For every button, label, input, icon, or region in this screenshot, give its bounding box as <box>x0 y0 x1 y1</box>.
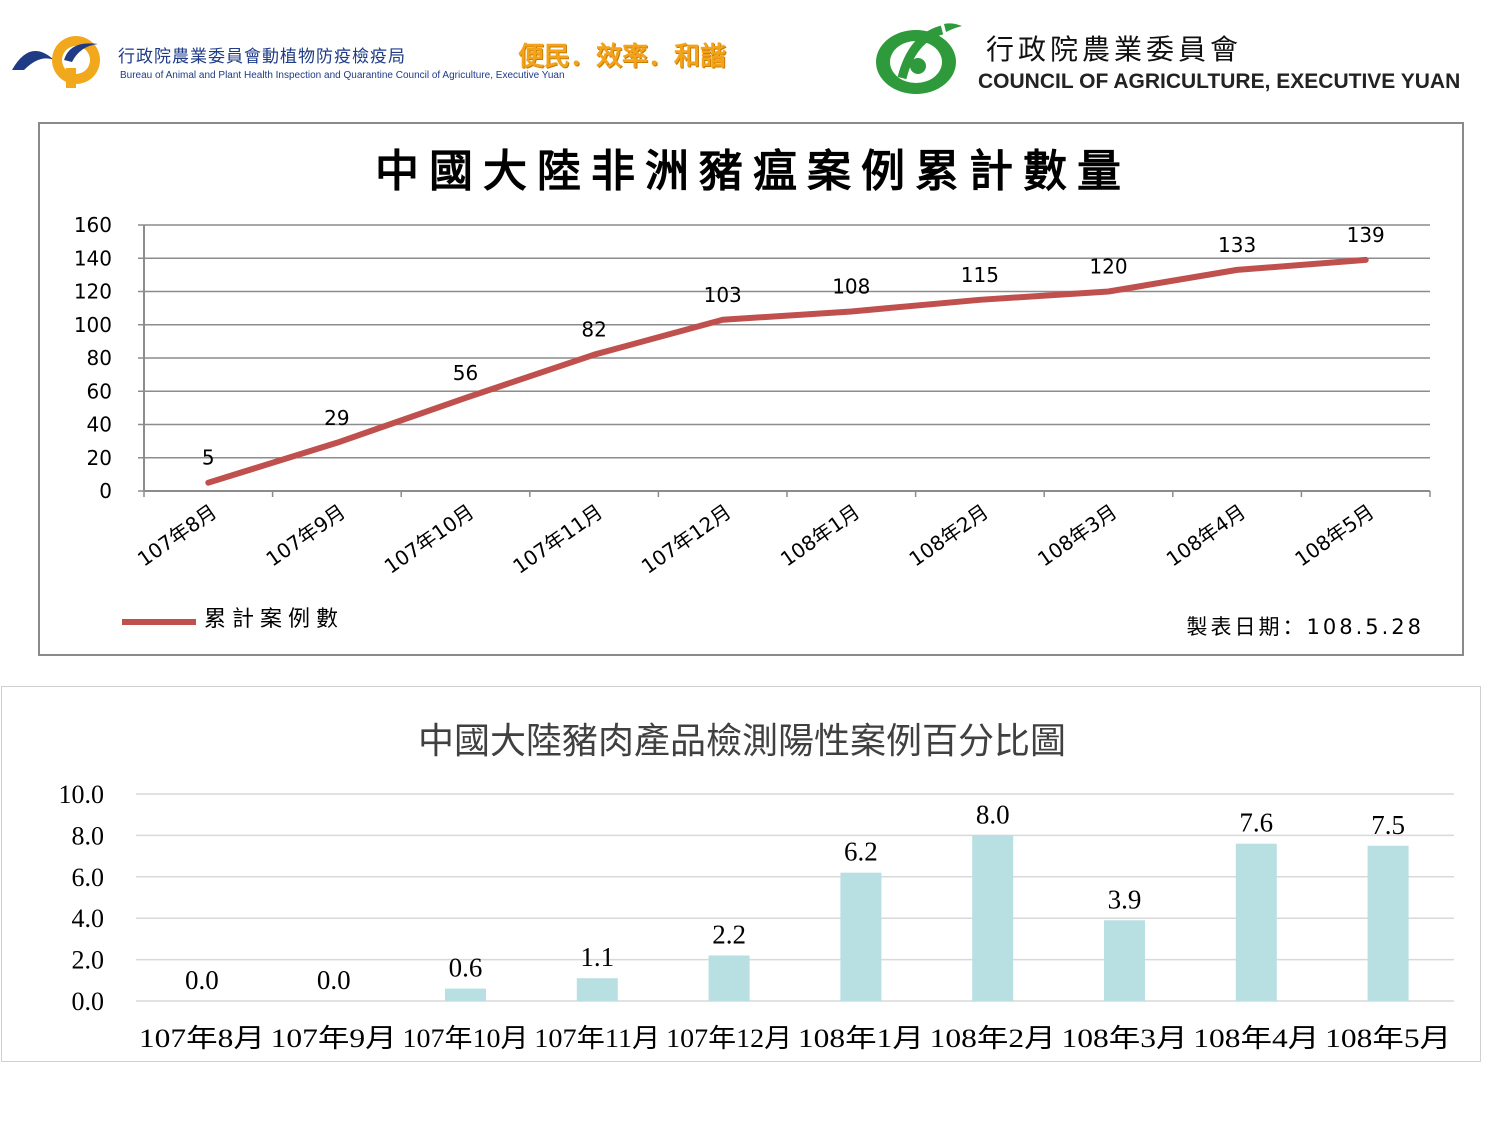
y-tick-label: 2.0 <box>72 946 105 975</box>
data-label: 139 <box>1347 223 1385 247</box>
x-tick-label: 108年4月 <box>1193 1024 1319 1053</box>
x-tick-label: 108年4月 <box>1162 499 1250 571</box>
x-tick-label: 108年5月 <box>1325 1024 1451 1053</box>
x-tick-label: 108年3月 <box>1062 1024 1188 1053</box>
y-tick-label: 10.0 <box>59 780 105 809</box>
x-tick-label: 108年5月 <box>1290 499 1378 571</box>
x-tick-label: 107年10月 <box>380 499 479 578</box>
y-tick-label: 40 <box>87 413 112 437</box>
data-label: 56 <box>453 361 478 385</box>
bar <box>1104 920 1145 1001</box>
x-tick-label: 108年2月 <box>930 1024 1056 1053</box>
data-label: 7.5 <box>1371 810 1405 840</box>
x-tick-label: 107年8月 <box>133 499 221 571</box>
bar <box>576 978 618 1001</box>
slogan: 便民．效率．和諧 <box>518 42 727 72</box>
x-tick-label: 108年3月 <box>1033 499 1121 571</box>
x-tick-label: 108年1月 <box>798 1024 924 1053</box>
data-label: 7.6 <box>1239 808 1273 838</box>
y-tick-label: 8.0 <box>72 821 105 850</box>
bar <box>445 988 486 1001</box>
x-tick-label: 107年10月 <box>403 1024 529 1053</box>
cumulative-cases-chart: 中國大陸非洲豬瘟案例累計數量 0 20 40 60 80 100 120 140 160 107… <box>38 122 1464 656</box>
x-tick-label: 108年2月 <box>905 499 993 571</box>
baphiq-header: 行政院農業委員會動植物防疫檢疫局 Bureau of Animal and Pl… <box>10 30 730 90</box>
chart-title: 中國大陸豬肉產品檢測陽性案例百分比圖 <box>418 721 1066 762</box>
data-label: 0.6 <box>449 953 483 983</box>
positive-rate-chart: 中國大陸豬肉產品檢測陽性案例百分比圖 0.0 2.0 4.0 6.0 8.0 10.0 0… <box>1 686 1481 1062</box>
y-tick-label: 0.0 <box>72 987 105 1016</box>
data-label: 8.0 <box>976 799 1010 829</box>
baphiq-name-en: Bureau of Animal and Plant Health Inspec… <box>120 70 565 81</box>
baphiq-logo-icon <box>12 36 100 88</box>
x-tick-label: 107年11月 <box>534 1024 660 1053</box>
positive-rate-svg: 中國大陸豬肉產品檢測陽性案例百分比圖 0.0 2.0 4.0 6.0 8.0 10.0 0… <box>59 721 1454 1053</box>
data-label: 1.1 <box>580 942 614 972</box>
data-label: 0.0 <box>185 965 219 995</box>
y-tick-label: 80 <box>87 346 112 370</box>
data-label: 133 <box>1218 233 1256 257</box>
coa-name-zh: 行政院農業委員會 <box>986 33 1243 66</box>
legend-label: 累計案例數 <box>204 607 344 632</box>
y-tick-label: 160 <box>74 213 112 237</box>
baphiq-name: 行政院農業委員會動植物防疫檢疫局 <box>118 47 406 67</box>
x-tick-label: 107年9月 <box>262 499 350 571</box>
data-label: 5 <box>202 446 215 470</box>
data-label: 2.2 <box>712 919 746 949</box>
legend: 累計案例數 <box>122 607 344 632</box>
coa-name-en: COUNCIL OF AGRICULTURE, EXECUTIVE YUAN <box>978 70 1461 93</box>
data-label: 3.9 <box>1108 884 1142 914</box>
y-tick-label: 6.0 <box>72 863 105 892</box>
data-label: 82 <box>581 318 606 342</box>
chart-title: 中國大陸非洲豬瘟案例累計數量 <box>375 146 1131 197</box>
cumulative-cases-svg: 中國大陸非洲豬瘟案例累計數量 0 20 40 60 80 100 120 140 160 107… <box>74 146 1431 639</box>
x-tick-label: 108年1月 <box>776 499 864 571</box>
series-line <box>205 256 1369 486</box>
data-label: 115 <box>961 263 999 287</box>
data-label: 103 <box>704 283 742 307</box>
x-tick-label: 107年8月 <box>139 1024 265 1053</box>
bar <box>972 835 1014 1001</box>
y-tick-label: 140 <box>74 246 112 270</box>
y-tick-label: 120 <box>74 280 112 304</box>
y-tick-label: 60 <box>87 379 112 403</box>
data-label: 29 <box>324 406 349 430</box>
table-date-note: 製表日期：108.5.28 <box>1186 615 1424 639</box>
x-tick-label: 107年9月 <box>271 1024 397 1053</box>
data-label: 0.0 <box>317 965 351 995</box>
bar <box>708 955 750 1001</box>
bar <box>840 872 882 1001</box>
data-label: 120 <box>1089 255 1127 279</box>
y-tick-label: 100 <box>74 313 112 337</box>
bar <box>1367 845 1409 1001</box>
data-label: 108 <box>832 274 870 298</box>
x-tick-label: 107年12月 <box>666 1024 792 1053</box>
data-label: 6.2 <box>844 837 878 867</box>
bar <box>1235 843 1277 1001</box>
coa-logo-icon <box>876 23 962 94</box>
y-tick-label: 20 <box>87 446 112 470</box>
x-tick-label: 107年11月 <box>508 499 607 578</box>
x-tick-label: 107年12月 <box>637 499 736 578</box>
y-tick-label: 4.0 <box>72 904 105 933</box>
y-tick-label: 0 <box>99 479 112 503</box>
